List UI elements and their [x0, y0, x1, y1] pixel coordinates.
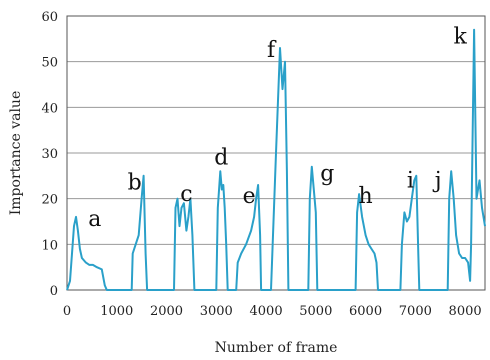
peak-label-f: f: [267, 38, 277, 63]
x-tick-2000: 2000: [150, 304, 183, 319]
plot-frame: [66, 15, 486, 291]
y-tick-20: 20: [41, 193, 58, 208]
y-axis-label: Importance value: [8, 91, 24, 216]
y-tick-50: 50: [41, 56, 58, 71]
peak-label-d: d: [214, 145, 228, 170]
x-tick-5000: 5000: [299, 304, 332, 319]
peak-label-i: i: [407, 168, 414, 193]
peak-label-e: e: [243, 184, 256, 209]
peak-label-j: j: [432, 168, 442, 193]
peak-label-a: a: [88, 207, 101, 232]
y-tick-labels: 0 10 20 30 40 50 60: [41, 10, 58, 299]
series-line: [66, 28, 486, 291]
x-tick-3000: 3000: [200, 304, 233, 319]
peak-annotations: a b cde f gh i j k: [88, 24, 467, 232]
x-tick-4000: 4000: [250, 304, 283, 319]
x-tick-0: 0: [63, 304, 71, 319]
x-tick-7000: 7000: [399, 304, 432, 319]
peak-label-b: b: [128, 171, 142, 196]
y-tick-10: 10: [41, 238, 58, 253]
x-tick-1000: 1000: [100, 304, 133, 319]
y-tick-0: 0: [50, 284, 58, 299]
x-axis-label: Number of frame: [215, 340, 338, 356]
y-tick-40: 40: [41, 101, 58, 116]
y-tick-30: 30: [41, 147, 58, 162]
x-tick-6000: 6000: [349, 304, 382, 319]
peak-label-h: h: [358, 184, 372, 209]
y-tick-60: 60: [41, 10, 58, 25]
peak-label-g: g: [320, 161, 334, 186]
peak-label-c: c: [180, 182, 192, 207]
x-tick-labels: 0 1000 2000 3000 4000 5000 6000 7000 8000: [63, 304, 482, 319]
x-tick-8000: 8000: [449, 304, 482, 319]
peak-label-k: k: [453, 24, 467, 49]
